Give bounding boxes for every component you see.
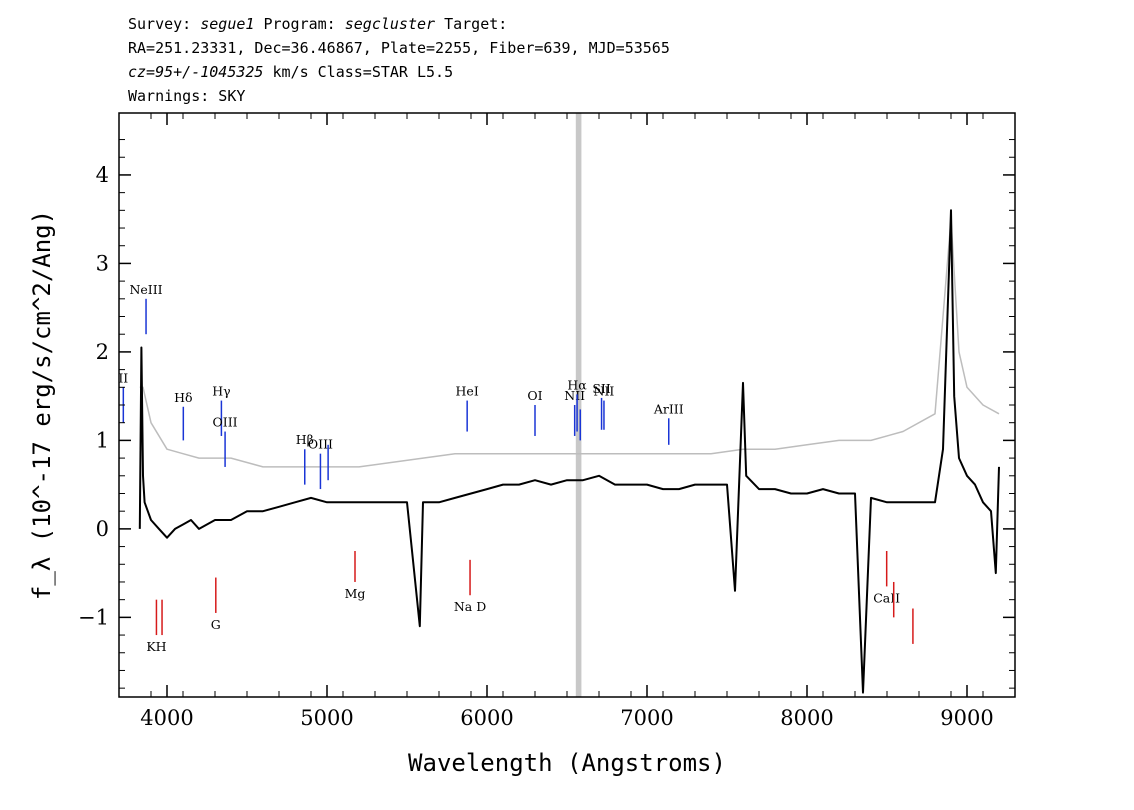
- error-series-line: [139, 218, 1000, 468]
- y-tick-label: 1: [96, 428, 109, 452]
- emission-line-label: NII: [564, 388, 585, 403]
- header-line-2: RA=251.23331, Dec=36.46867, Plate=2255, …: [128, 39, 670, 57]
- sky-band: [575, 113, 582, 697]
- absorption-line-label: KH: [146, 639, 166, 654]
- x-axis-label: Wavelength (Angstroms): [408, 749, 726, 777]
- header-line-3: cz=95+/-1045325 km/s Class=STAR L5.5: [128, 63, 453, 81]
- emission-line-label: NeIII: [129, 282, 162, 297]
- axes-layer: 4000 5000 6000 7000 8000 9000 −1 0 1 2 3 4: [78, 113, 1016, 730]
- emission-line-label: OI: [527, 388, 542, 403]
- emission-line-label: II: [118, 370, 128, 385]
- header-survey: segue1: [200, 15, 254, 33]
- plot-frame: [118, 112, 1016, 698]
- emission-line-label: Hα: [567, 377, 587, 392]
- absorption-line-label: Na D: [454, 599, 486, 614]
- header-program: segcluster: [345, 15, 435, 33]
- y-tick-label: 4: [96, 163, 109, 187]
- y-tick-label: −1: [78, 605, 109, 629]
- emission-line-label: SII: [592, 381, 611, 396]
- absorption-line-label: Mg: [345, 586, 366, 601]
- y-tick-label: 2: [96, 340, 109, 364]
- sky-band-layer: [575, 113, 582, 697]
- emission-line-label: OIII: [213, 415, 238, 430]
- emission-line-label: HeI: [456, 384, 479, 399]
- y-tick-label: 3: [96, 251, 109, 275]
- flux-series-line: [138, 209, 1000, 694]
- x-tick-label: 8000: [780, 706, 833, 730]
- x-tick-label: 6000: [460, 706, 513, 730]
- emission-line-label: NII: [594, 384, 615, 399]
- header-line-4: Warnings: SKY: [128, 87, 245, 105]
- header-cz: cz=95+/-1045325: [128, 63, 263, 81]
- x-tick-label: 4000: [140, 706, 193, 730]
- x-tick-label: 5000: [300, 706, 353, 730]
- x-tick-label: 9000: [940, 706, 993, 730]
- x-tick-label: 7000: [620, 706, 673, 730]
- y-tick-label: 0: [96, 517, 109, 541]
- emission-line-label: Hβ: [296, 432, 314, 447]
- emission-line-label: ArIII: [653, 401, 684, 416]
- absorption-line-label: CaII: [873, 590, 900, 605]
- emission-line-label: OIII: [308, 437, 333, 452]
- emission-line-label: Hδ: [174, 390, 192, 405]
- header-line-1: Survey: segue1 Program: segcluster Targe…: [128, 15, 507, 33]
- series-layer: [138, 209, 1000, 694]
- emission-line-label: Hγ: [212, 384, 230, 399]
- y-axis-label: f_λ (10^-17 erg/s/cm^2/Ang): [28, 210, 56, 600]
- absorption-line-label: G: [211, 617, 221, 632]
